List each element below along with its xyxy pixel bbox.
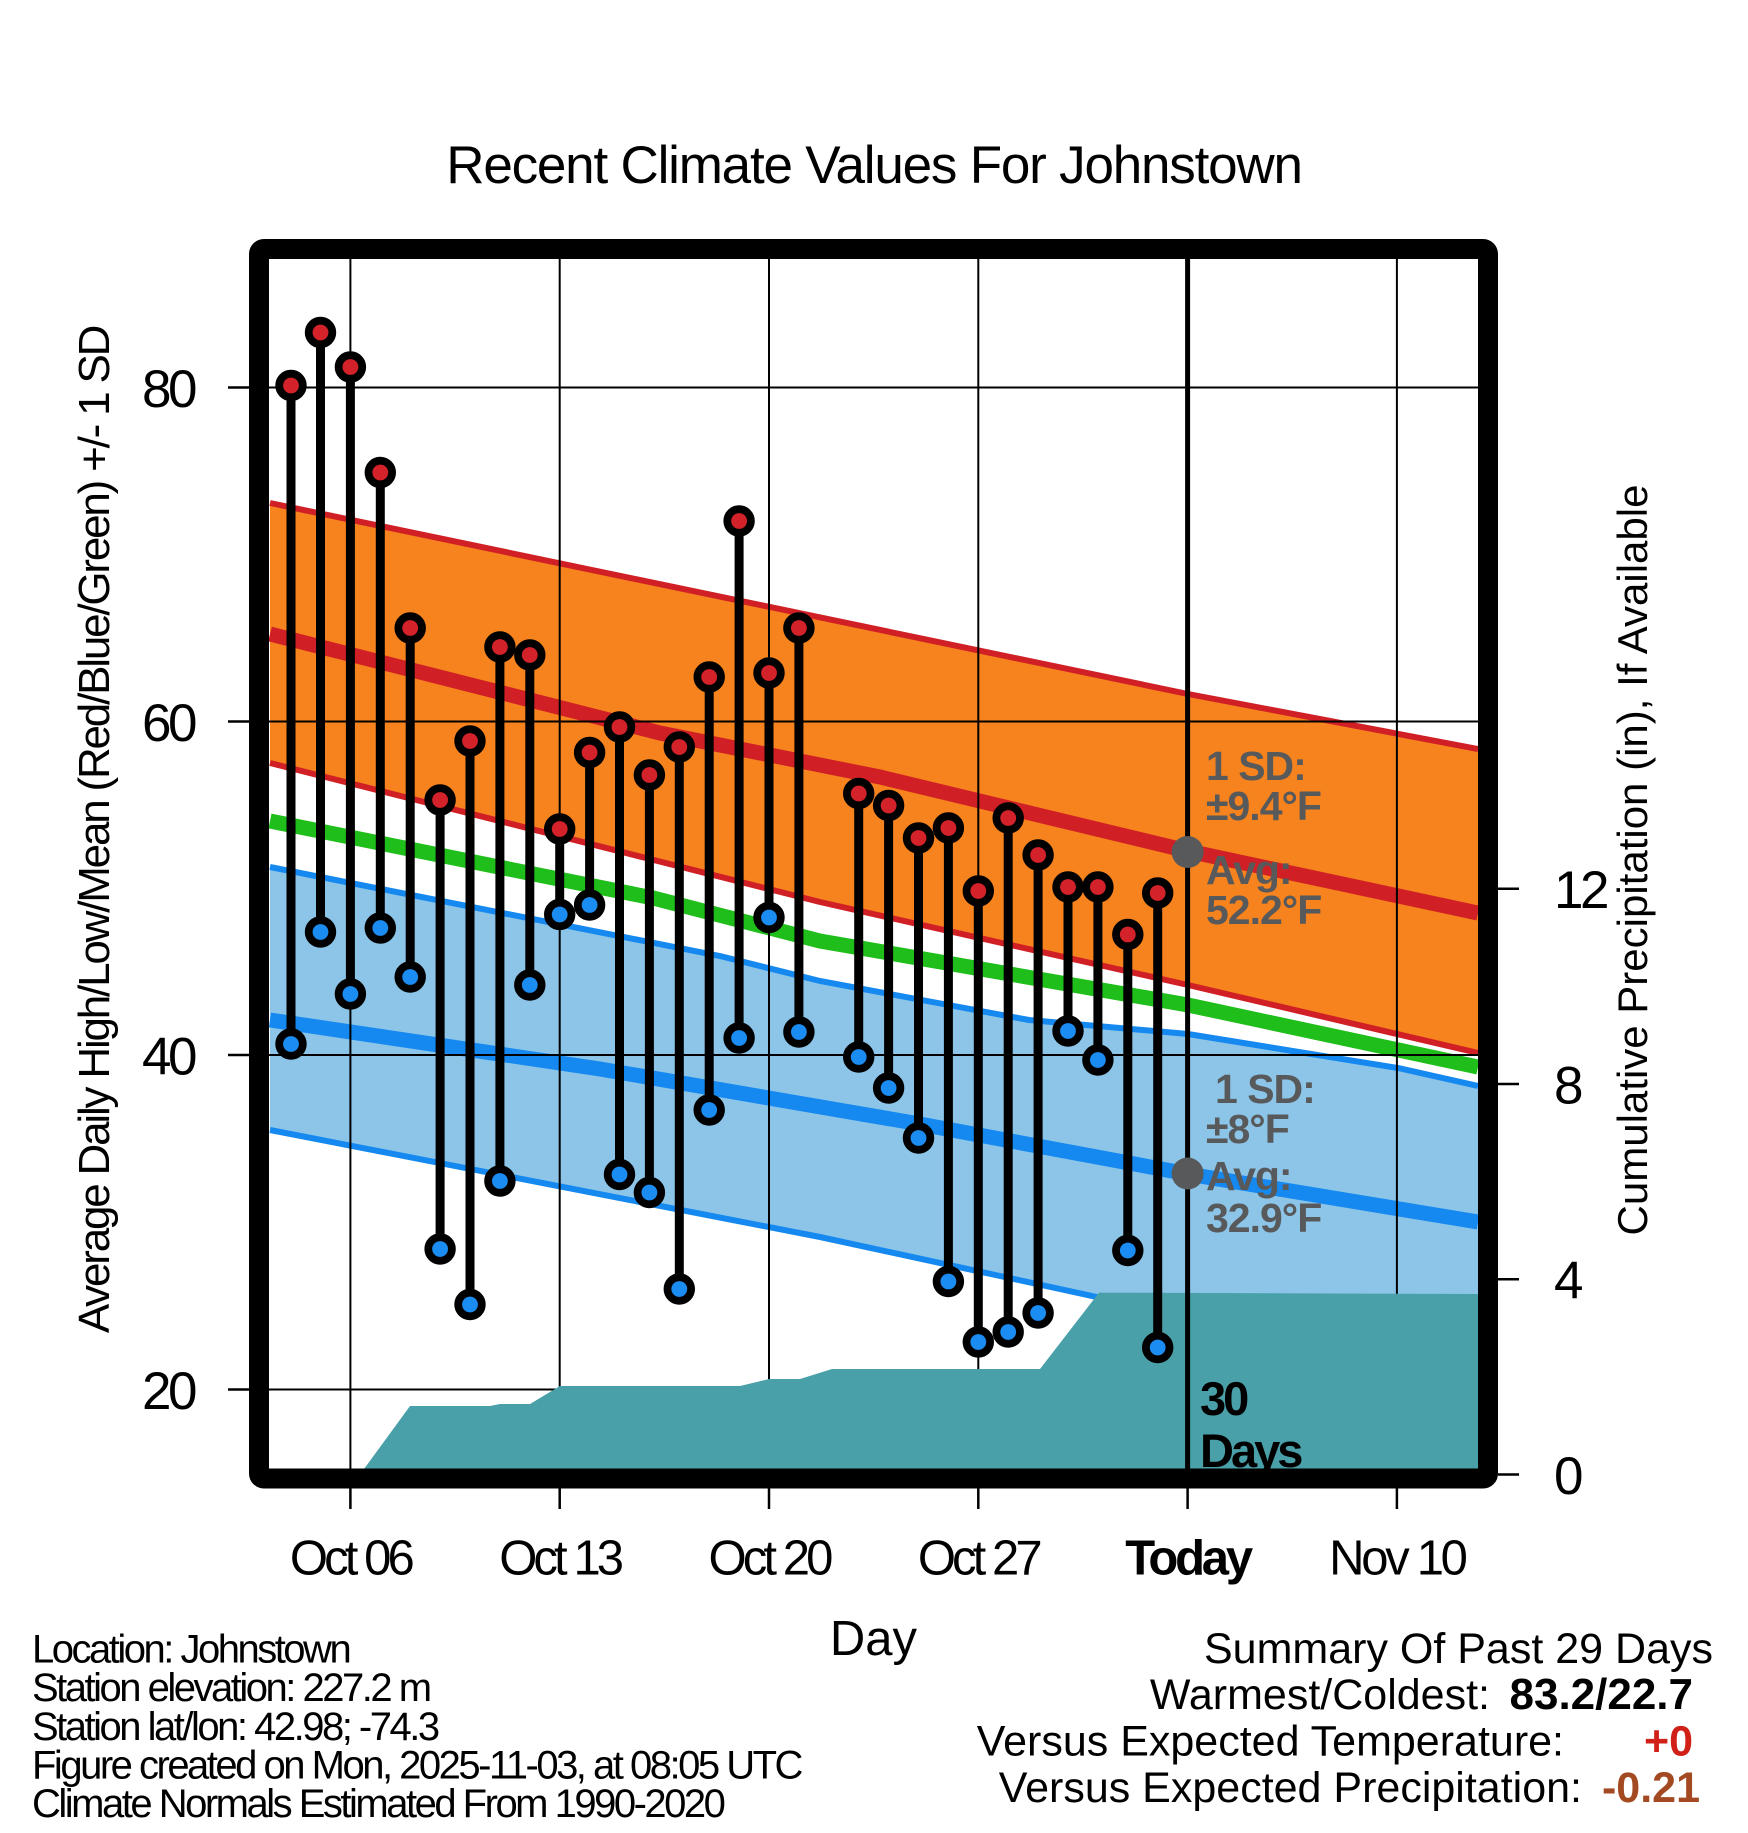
svg-text:1 SD:: 1 SD: <box>1215 1066 1315 1112</box>
svg-text:±8°F: ±8°F <box>1206 1106 1289 1152</box>
svg-text:Recent Climate Values For John: Recent Climate Values For Johnstown <box>446 136 1301 195</box>
svg-text:Cumulative Precipitation (in),: Cumulative Precipitation (in), If Availa… <box>1609 485 1656 1236</box>
svg-text:Summary Of Past 29 Days: Summary Of Past 29 Days <box>1204 1625 1713 1673</box>
svg-text:4: 4 <box>1554 1252 1582 1311</box>
svg-text:Station lat/lon: 42.98; -74.3: Station lat/lon: 42.98; -74.3 <box>32 1705 439 1749</box>
svg-text:20: 20 <box>142 1362 196 1421</box>
svg-text:Oct 06: Oct 06 <box>290 1532 414 1586</box>
svg-text:40: 40 <box>142 1027 196 1086</box>
svg-text:12: 12 <box>1554 861 1607 920</box>
svg-text:Station elevation: 227.2 m: Station elevation: 227.2 m <box>32 1666 430 1710</box>
svg-text:-0.21: -0.21 <box>1602 1764 1700 1812</box>
svg-text:Versus Expected Temperature:: Versus Expected Temperature: <box>977 1718 1564 1766</box>
svg-text:Location: Johnstown: Location: Johnstown <box>32 1627 349 1671</box>
svg-text:32.9°F: 32.9°F <box>1206 1195 1321 1241</box>
svg-text:Oct 20: Oct 20 <box>709 1532 833 1586</box>
svg-text:8: 8 <box>1554 1056 1582 1115</box>
svg-text:Oct 13: Oct 13 <box>499 1532 623 1586</box>
svg-text:Today: Today <box>1125 1532 1253 1586</box>
svg-text:Nov 10: Nov 10 <box>1329 1532 1467 1586</box>
svg-text:Versus Expected Precipitation:: Versus Expected Precipitation: <box>999 1764 1582 1812</box>
svg-text:Oct 27: Oct 27 <box>918 1532 1041 1586</box>
svg-text:Climate Normals Estimated From: Climate Normals Estimated From 1990-2020 <box>32 1782 725 1826</box>
svg-text:+0: +0 <box>1644 1718 1693 1766</box>
svg-text:Average Daily High/Low/Mean (R: Average Daily High/Low/Mean (Red/Blue/Gr… <box>70 326 119 1333</box>
svg-text:Warmest/Coldest:: Warmest/Coldest: <box>1150 1671 1490 1719</box>
svg-text:Avg:: Avg: <box>1206 1153 1292 1199</box>
svg-text:52.2°F: 52.2°F <box>1206 887 1321 933</box>
svg-text:Avg:: Avg: <box>1206 847 1292 893</box>
svg-text:1 SD:: 1 SD: <box>1206 743 1306 789</box>
svg-text:±9.4°F: ±9.4°F <box>1206 783 1321 829</box>
svg-text:60: 60 <box>142 694 196 753</box>
svg-text:Day: Day <box>830 1612 918 1666</box>
svg-text:0: 0 <box>1554 1447 1582 1506</box>
svg-text:Figure created on Mon, 2025-11: Figure created on Mon, 2025-11-03, at 08… <box>32 1744 803 1788</box>
svg-text:30: 30 <box>1200 1372 1248 1425</box>
svg-text:Days: Days <box>1200 1424 1302 1477</box>
svg-text:83.2/22.7: 83.2/22.7 <box>1510 1670 1694 1719</box>
svg-text:80: 80 <box>142 360 196 419</box>
